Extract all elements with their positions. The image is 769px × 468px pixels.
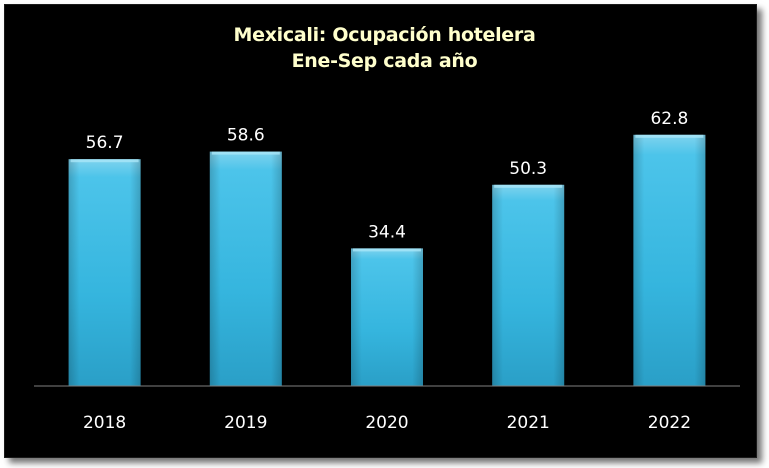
bar-shading (209, 151, 282, 386)
bar-highlight (70, 159, 139, 163)
x-tick-2018: 2018 (83, 413, 126, 433)
chart-title: Mexicali: Ocupación hotelera (233, 24, 536, 46)
x-tick-2019: 2019 (224, 413, 267, 433)
x-tick-2022: 2022 (648, 413, 691, 433)
value-label-2019: 58.6 (227, 126, 265, 146)
bar-shading (68, 159, 141, 386)
x-tick-2020: 2020 (365, 413, 408, 433)
chart-subtitle: Ene-Sep cada año (291, 50, 478, 72)
bar-shading (492, 184, 565, 386)
bar-shading (633, 134, 706, 386)
bar-highlight (494, 184, 563, 188)
bar-2019 (209, 151, 282, 386)
value-label-2018: 56.7 (86, 133, 124, 153)
bars-group (68, 134, 706, 386)
bar-highlight (635, 134, 704, 138)
bar-2021 (492, 184, 565, 386)
value-label-2022: 62.8 (650, 109, 688, 129)
value-label-2021: 50.3 (509, 159, 547, 179)
value-labels-group: 56.7 58.6 34.4 50.3 62.8 (86, 109, 689, 243)
bar-2020 (351, 248, 423, 386)
bar-highlight (211, 151, 280, 155)
bar-2018 (68, 159, 141, 386)
bar-highlight (353, 248, 421, 252)
chart-title-block: Mexicali: Ocupación hotelera Ene-Sep cad… (0, 22, 769, 74)
x-tick-2021: 2021 (507, 413, 550, 433)
bar-shading (351, 248, 423, 386)
x-tick-labels-group: 2018 2019 2020 2021 2022 (83, 413, 691, 433)
value-label-2020: 34.4 (368, 222, 406, 242)
bar-2022 (633, 134, 706, 386)
